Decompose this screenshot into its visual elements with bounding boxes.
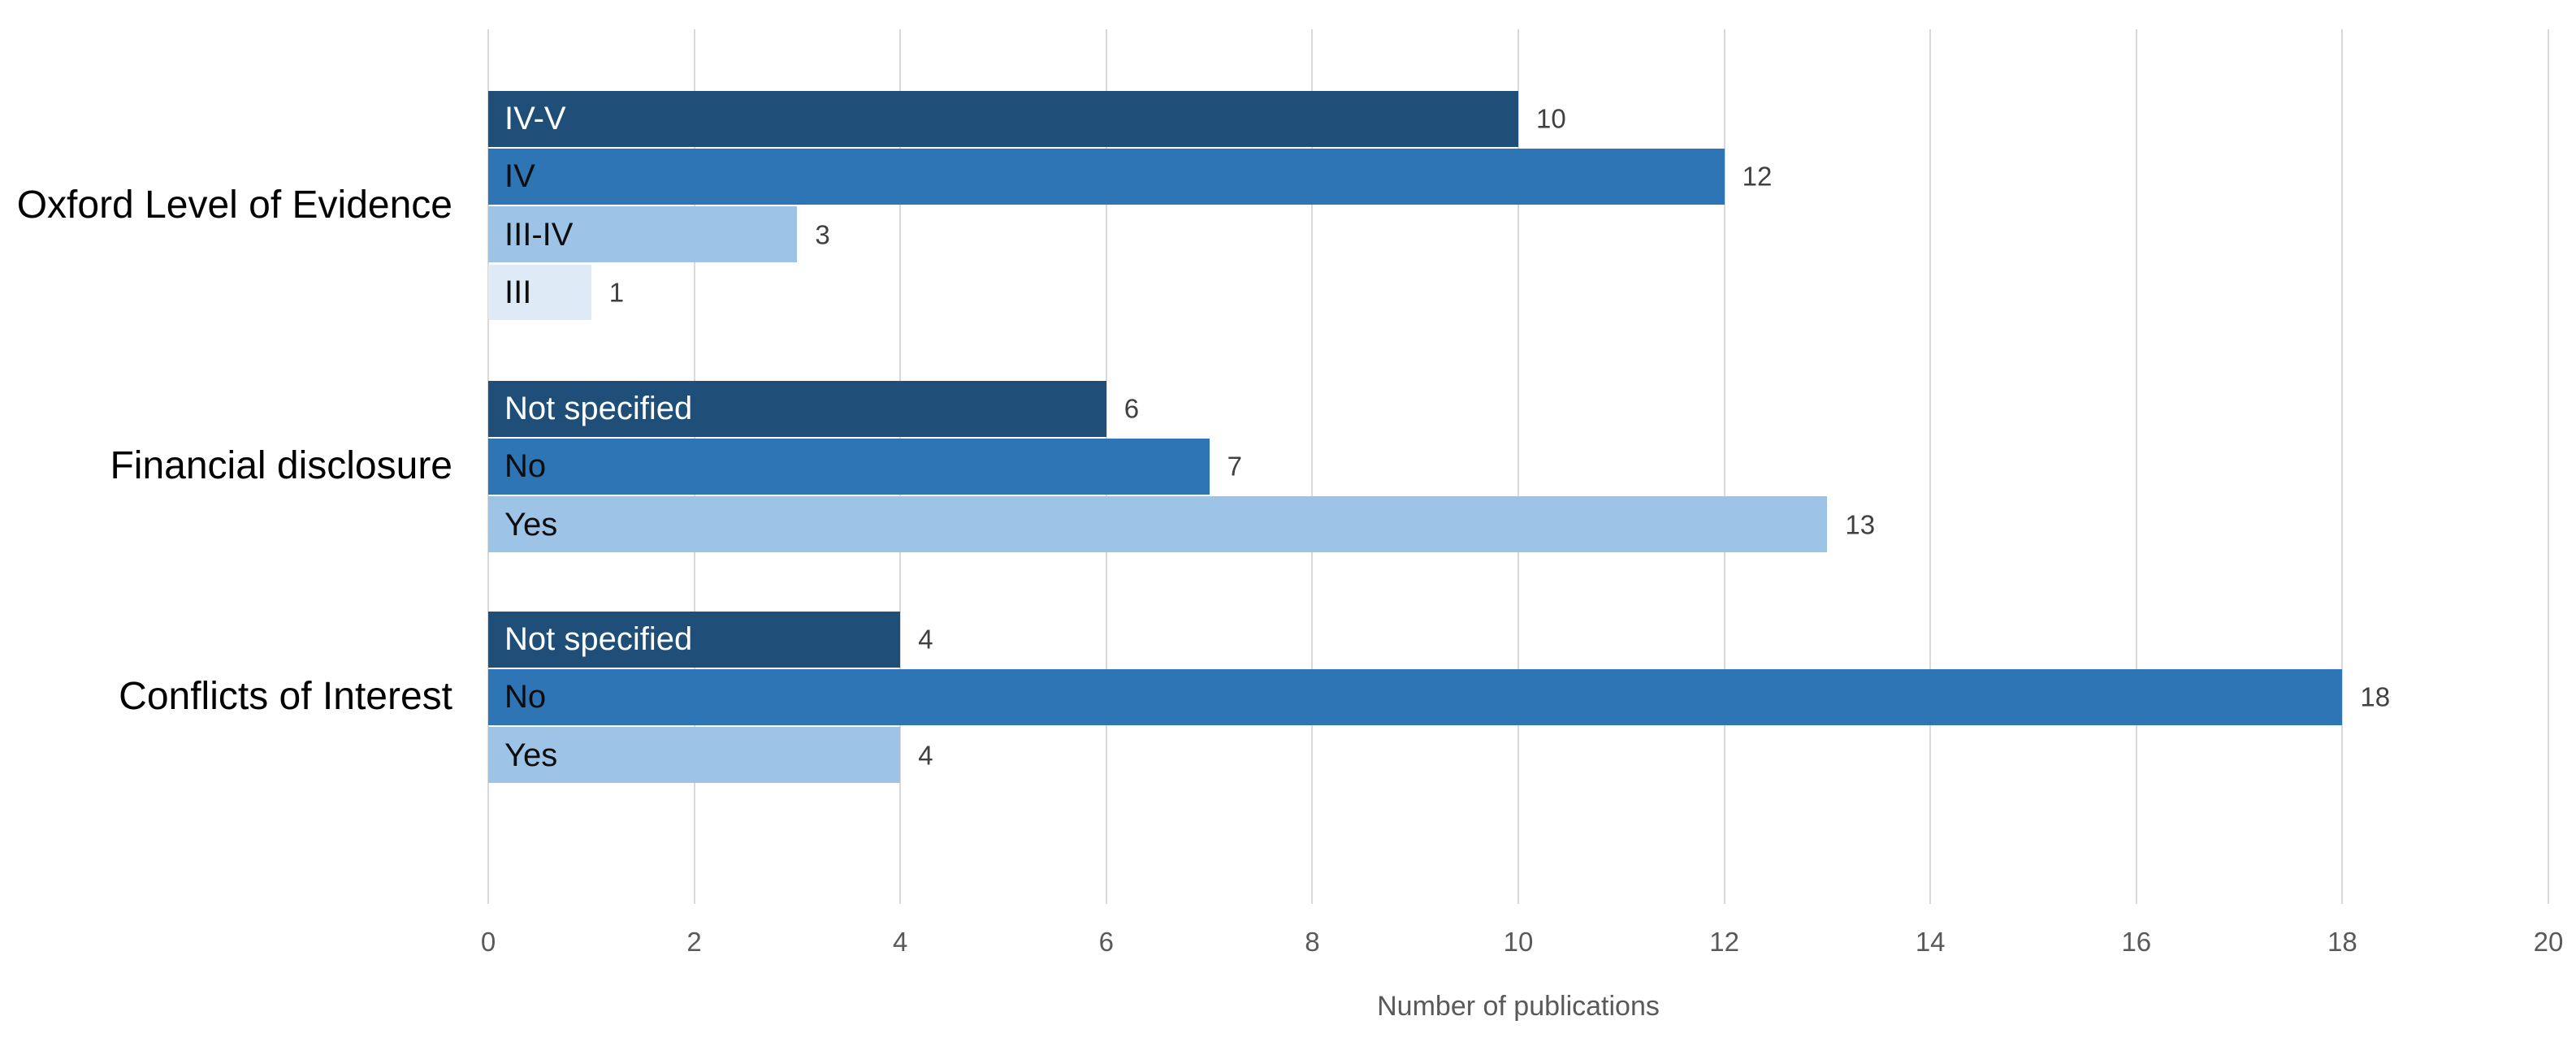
x-tick-label-2: 2 [686, 927, 702, 957]
bar-1-1: No [488, 439, 1210, 495]
value-label-1-2: 13 [1845, 509, 1876, 540]
x-tick-label-16: 16 [2121, 927, 2152, 957]
bar-0-1: IV [488, 149, 1725, 205]
value-label-0-3: 1 [608, 277, 625, 308]
x-tick-label-12: 12 [1709, 927, 1739, 957]
gridline-x-12 [1723, 29, 1725, 904]
bar-label-0-0: IV-V [504, 101, 566, 137]
bar-2-2: Yes [488, 727, 901, 783]
bar-2-1: No [488, 669, 2343, 725]
gridline-x-20 [2548, 29, 2549, 904]
value-label-2-0: 4 [918, 624, 933, 655]
category-label-0: Oxford Level of Evidence [16, 184, 452, 227]
bar-1-0: Not specified [488, 381, 1106, 437]
x-tick-label-10: 10 [1503, 927, 1534, 957]
bar-label-1-0: Not specified [504, 391, 693, 427]
gridline-x-10 [1517, 29, 1519, 904]
value-label-0-0: 10 [1536, 103, 1566, 134]
gridline-x-8 [1311, 29, 1314, 904]
gridline-x-18 [2341, 29, 2344, 904]
value-label-0-2: 3 [815, 219, 830, 250]
bar-label-0-1: IV [504, 158, 535, 195]
bar-2-0: Not specified [488, 612, 901, 668]
bar-label-0-3: III [504, 274, 532, 310]
x-tick-label-6: 6 [1098, 927, 1114, 957]
bar-1-2: Yes [488, 496, 1828, 552]
bar-0-3: III [488, 264, 591, 320]
bar-label-2-1: No [504, 679, 547, 716]
value-label-2-2: 4 [918, 740, 933, 771]
x-axis-title: Number of publications [1377, 991, 1660, 1022]
value-label-1-1: 7 [1227, 451, 1242, 482]
x-tick-label-20: 20 [2533, 927, 2564, 957]
gridline-x-14 [1929, 29, 1932, 904]
value-label-2-1: 18 [2360, 681, 2391, 712]
bar-label-2-2: Yes [504, 737, 558, 773]
x-tick-label-18: 18 [2327, 927, 2357, 957]
x-tick-label-14: 14 [1915, 927, 1946, 957]
value-label-1-0: 6 [1123, 393, 1140, 424]
x-tick-label-4: 4 [893, 927, 908, 957]
bar-label-2-0: Not specified [504, 621, 693, 658]
value-label-0-1: 12 [1742, 161, 1773, 192]
bar-0-0: IV-V [488, 91, 1518, 147]
bar-label-0-2: III-IV [504, 216, 574, 253]
x-tick-label-8: 8 [1305, 927, 1320, 957]
bar-0-2: III-IV [488, 206, 798, 262]
category-label-2: Conflicts of Interest [119, 675, 452, 719]
category-label-1: Financial disclosure [110, 444, 452, 488]
bar-label-1-1: No [504, 448, 547, 485]
bar-label-1-2: Yes [504, 506, 558, 543]
gridline-x-16 [2135, 29, 2137, 904]
x-tick-label-0: 0 [480, 927, 496, 957]
